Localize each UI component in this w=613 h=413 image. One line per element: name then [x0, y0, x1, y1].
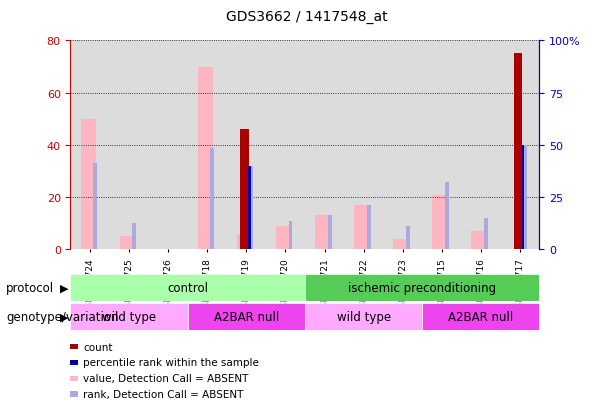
Bar: [522, 146, 524, 250]
Bar: [198, 67, 213, 250]
Bar: [432, 195, 447, 250]
Text: percentile rank within the sample: percentile rank within the sample: [83, 358, 259, 368]
Bar: [188, 304, 305, 330]
Bar: [367, 206, 371, 250]
Bar: [445, 182, 449, 250]
Bar: [110, 41, 149, 250]
Bar: [471, 232, 486, 250]
Bar: [149, 41, 188, 250]
Text: ▶: ▶: [60, 312, 69, 322]
Text: wild type: wild type: [337, 311, 390, 323]
Text: count: count: [83, 342, 113, 352]
Bar: [344, 41, 383, 250]
Bar: [305, 41, 344, 250]
Bar: [484, 218, 488, 250]
Bar: [70, 275, 305, 301]
Bar: [81, 119, 96, 250]
Text: genotype/variation: genotype/variation: [6, 311, 119, 323]
Bar: [248, 166, 251, 250]
Text: rank, Detection Call = ABSENT: rank, Detection Call = ABSENT: [83, 389, 244, 399]
Bar: [276, 226, 291, 250]
Bar: [523, 146, 527, 250]
Text: ischemic preconditioning: ischemic preconditioning: [348, 282, 497, 294]
Text: wild type: wild type: [102, 311, 156, 323]
Bar: [422, 304, 539, 330]
Bar: [514, 55, 522, 250]
Bar: [249, 166, 253, 250]
Bar: [383, 41, 422, 250]
Bar: [305, 275, 539, 301]
Bar: [237, 234, 252, 250]
Bar: [240, 130, 249, 250]
Text: A2BAR null: A2BAR null: [214, 311, 279, 323]
Text: value, Detection Call = ABSENT: value, Detection Call = ABSENT: [83, 373, 249, 383]
Text: protocol: protocol: [6, 282, 55, 294]
Bar: [210, 148, 215, 250]
Bar: [406, 226, 409, 250]
Bar: [188, 41, 227, 250]
Bar: [266, 41, 305, 250]
Bar: [227, 41, 266, 250]
Bar: [93, 164, 97, 250]
Bar: [305, 304, 422, 330]
Bar: [120, 237, 135, 250]
Bar: [70, 304, 188, 330]
Bar: [394, 240, 408, 250]
Text: control: control: [167, 282, 208, 294]
Bar: [354, 206, 369, 250]
Text: A2BAR null: A2BAR null: [448, 311, 514, 323]
Bar: [422, 41, 462, 250]
Bar: [70, 41, 110, 250]
Text: GDS3662 / 1417548_at: GDS3662 / 1417548_at: [226, 10, 387, 24]
Bar: [462, 41, 500, 250]
Bar: [132, 224, 136, 250]
Bar: [315, 216, 330, 250]
Bar: [289, 221, 292, 250]
Text: ▶: ▶: [60, 283, 69, 293]
Bar: [500, 41, 539, 250]
Bar: [327, 216, 332, 250]
